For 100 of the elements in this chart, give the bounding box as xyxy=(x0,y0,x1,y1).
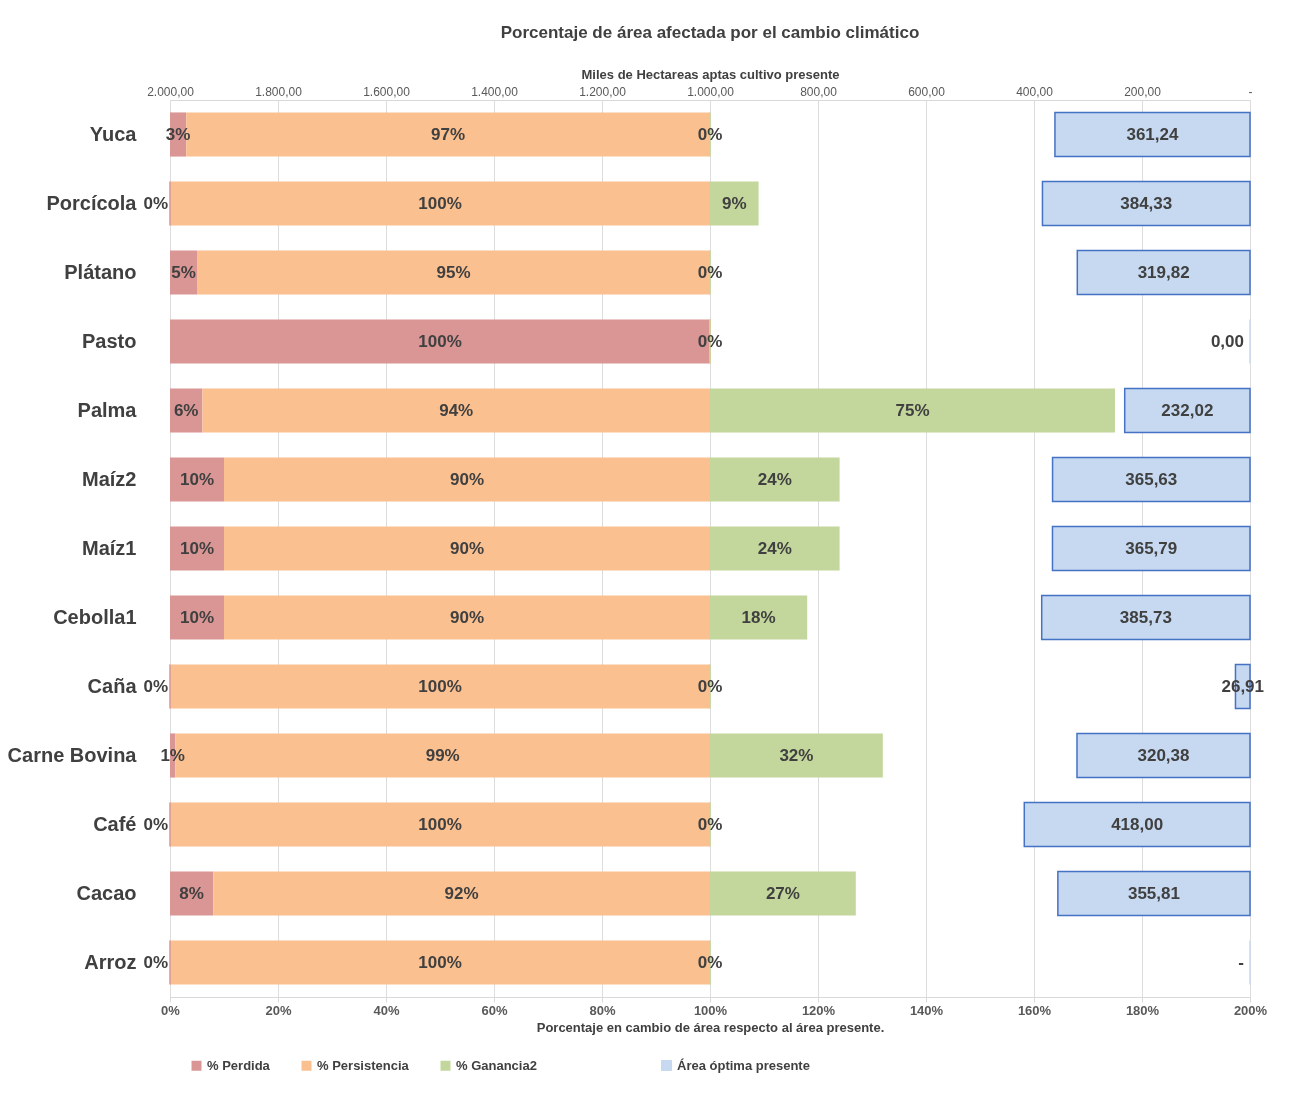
data-label: 10% xyxy=(179,607,215,627)
legend-label: % Persistencia xyxy=(317,1057,410,1073)
data-label: 90% xyxy=(449,469,485,489)
x-tick-label: 140% xyxy=(909,1002,944,1018)
bar xyxy=(710,733,883,778)
data-label: 90% xyxy=(449,607,485,627)
bar xyxy=(170,871,214,916)
data-label: 0% xyxy=(697,952,723,972)
x2-tick-label: 800,00 xyxy=(800,84,838,99)
x2-axis-title: Miles de Hectareas aptas cultivo presente xyxy=(581,66,840,82)
data-label: 0% xyxy=(697,262,723,282)
bar xyxy=(710,181,759,226)
data-label: 0% xyxy=(697,124,723,144)
data-label: 5% xyxy=(171,262,196,282)
data-label: 100% xyxy=(418,331,462,351)
data-label: 10% xyxy=(179,469,215,489)
bar xyxy=(1076,732,1251,779)
x2-tick-label: 200,00 xyxy=(1124,84,1162,99)
bar xyxy=(1054,111,1251,158)
y-tick-label: Plátano xyxy=(64,260,137,283)
y-tick-label: Maíz2 xyxy=(82,467,137,490)
data-label: 0% xyxy=(697,814,723,834)
data-label: 418,00 xyxy=(1111,814,1164,834)
data-label: 0% xyxy=(697,676,723,696)
data-label: 92% xyxy=(444,883,479,903)
x2-tick-label: 1.400,00 xyxy=(471,84,519,99)
legend-label: % Perdida xyxy=(207,1057,271,1073)
bar xyxy=(1123,387,1251,434)
x2-tick-label: 1.800,00 xyxy=(255,84,303,99)
data-label: 385,73 xyxy=(1119,607,1172,627)
legend-label: % Ganancia2 xyxy=(456,1057,537,1073)
data-label: 361,24 xyxy=(1126,124,1180,144)
x-tick-label: 100% xyxy=(693,1002,728,1018)
data-label: 75% xyxy=(895,400,930,420)
bar xyxy=(1076,249,1251,296)
x-tick-label: 80% xyxy=(589,1002,616,1018)
y-tick-label: Caña xyxy=(87,674,138,697)
data-label: 0% xyxy=(143,193,168,213)
bar xyxy=(213,871,710,916)
data-label: 24% xyxy=(757,469,792,489)
data-label: 94% xyxy=(439,400,474,420)
bar xyxy=(710,388,1115,433)
bar xyxy=(710,526,840,571)
bar xyxy=(1040,594,1251,641)
y-tick-label: Carne Bovina xyxy=(7,743,138,766)
y-tick-label: Cebolla1 xyxy=(53,605,137,628)
bar xyxy=(202,388,710,433)
x-tick-label: 120% xyxy=(801,1002,836,1018)
data-label: 232,02 xyxy=(1161,400,1214,420)
data-label: 18% xyxy=(741,607,776,627)
data-label: 0% xyxy=(143,814,168,834)
bar xyxy=(1051,525,1251,572)
data-label: 355,81 xyxy=(1127,883,1180,903)
data-label: - xyxy=(1238,952,1244,972)
bar xyxy=(224,526,710,571)
bar xyxy=(170,595,224,640)
x2-tick-label: 1.600,00 xyxy=(363,84,411,99)
bar xyxy=(170,457,224,502)
data-label: 32% xyxy=(779,745,814,765)
data-label: 319,82 xyxy=(1137,262,1190,282)
bar xyxy=(1041,180,1251,227)
y-tick-label: Cacao xyxy=(76,881,137,904)
x-tick-label: 0% xyxy=(161,1002,181,1018)
data-label: 6% xyxy=(173,400,199,420)
bar xyxy=(710,871,856,916)
bar xyxy=(710,457,840,502)
y-tick-label: Café xyxy=(93,812,137,835)
bar xyxy=(224,595,710,640)
bar xyxy=(1023,801,1251,848)
data-label: 100% xyxy=(418,814,462,834)
x-tick-label: 180% xyxy=(1125,1002,1160,1018)
bar xyxy=(1051,456,1251,503)
x2-tick-label: 1.000,00 xyxy=(687,84,735,99)
data-label: 100% xyxy=(418,193,462,213)
data-label: 8% xyxy=(179,883,204,903)
y-tick-label: Maíz1 xyxy=(82,536,137,559)
bar xyxy=(710,595,808,640)
data-label: 9% xyxy=(722,193,747,213)
bar xyxy=(224,457,710,502)
data-label: 95% xyxy=(436,262,471,282)
x-tick-label: 160% xyxy=(1017,1002,1052,1018)
x-tick-label: 40% xyxy=(373,1002,400,1018)
data-label: 0,00 xyxy=(1210,331,1244,351)
y-tick-label: Porcícola xyxy=(46,191,138,214)
data-label: 90% xyxy=(449,538,485,558)
x2-tick-label: 2.000,00 xyxy=(147,84,195,99)
data-label: 99% xyxy=(425,745,460,765)
y-tick-label: Arroz xyxy=(84,950,137,973)
data-label: 24% xyxy=(757,538,792,558)
bar xyxy=(170,181,710,226)
bar xyxy=(170,526,224,571)
data-label: 97% xyxy=(431,124,466,144)
data-label: 100% xyxy=(418,952,462,972)
bar xyxy=(1057,870,1251,917)
chart-title: Porcentaje de área afectada por el cambio climático xyxy=(500,23,920,42)
y-tick-label: Palma xyxy=(77,398,138,421)
y-tick-label: Yuca xyxy=(89,122,138,145)
x2-tick-label: - xyxy=(1248,84,1253,99)
y-tick-label: Pasto xyxy=(82,329,137,352)
data-label: 365,63 xyxy=(1125,469,1178,489)
